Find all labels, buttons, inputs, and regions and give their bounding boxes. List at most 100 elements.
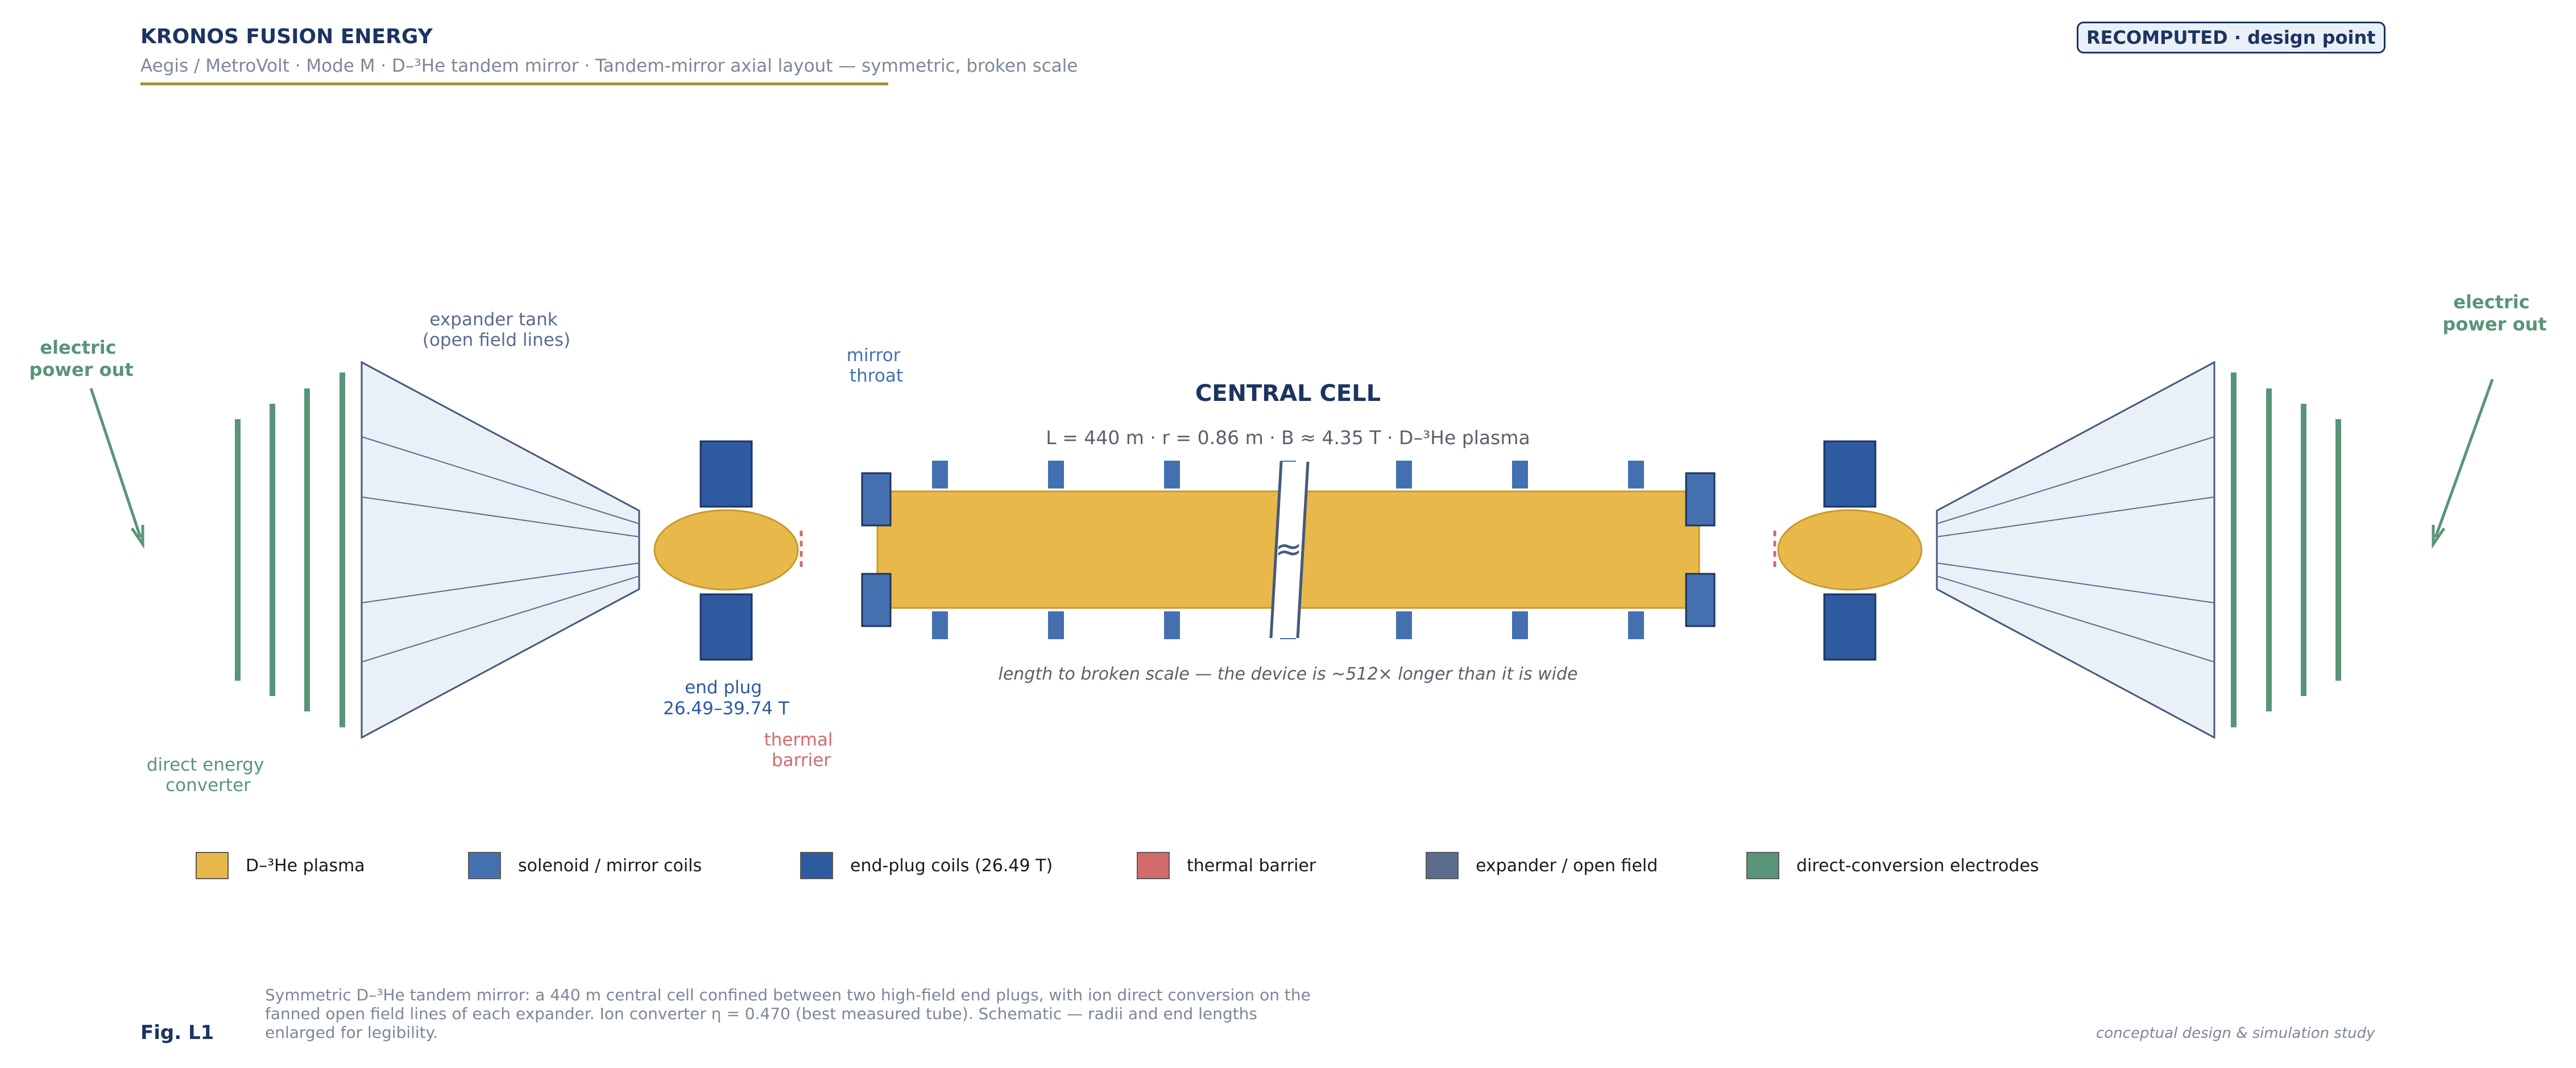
end-plug-plasma bbox=[653, 509, 799, 591]
legend-expander: expander / open field bbox=[1426, 851, 1658, 880]
electrode-plate bbox=[2335, 419, 2341, 681]
end-plug-coil-bottom bbox=[1823, 593, 1877, 661]
electrode-plate bbox=[235, 419, 241, 681]
thermal-barrier-line1: thermal bbox=[764, 730, 833, 750]
solenoid-coil bbox=[1048, 611, 1064, 639]
field-line bbox=[361, 436, 640, 524]
field-line bbox=[1936, 562, 2215, 603]
legend-label: solenoid / mirror coils bbox=[518, 855, 702, 876]
central-cell: ≈ bbox=[861, 461, 1716, 639]
mirror-coil bbox=[1685, 573, 1716, 627]
central-cell-title: CENTRAL CELL bbox=[1195, 380, 1381, 407]
expander-body bbox=[1936, 361, 2215, 739]
end-plug-label: end plug 26.49–39.74 T bbox=[663, 677, 790, 719]
subtitle: Aegis / MetroVolt · Mode M · D–³He tande… bbox=[140, 56, 1078, 76]
thermal-barrier-label: thermal barrier bbox=[764, 730, 839, 771]
legend-thermal: thermal barrier bbox=[1137, 851, 1316, 880]
thermal-barrier-line2: barrier bbox=[772, 750, 831, 771]
electrode-plate bbox=[2301, 404, 2306, 696]
end-plug-coil-top bbox=[1823, 440, 1877, 508]
solenoid-coil bbox=[1628, 461, 1644, 489]
mirror-throat-line2: throat bbox=[850, 366, 903, 386]
left-electrodes bbox=[235, 372, 345, 727]
legend-label: end-plug coils (26.49 T) bbox=[850, 855, 1053, 876]
end-plug-coil-top bbox=[699, 440, 753, 508]
solenoid-coil bbox=[1396, 611, 1412, 639]
legend-label: direct-conversion electrodes bbox=[1796, 855, 2039, 876]
legend-swatch bbox=[1746, 852, 1779, 879]
electric-out-left-line1: electric bbox=[40, 337, 116, 358]
expander-body bbox=[361, 361, 640, 739]
electrode-plate bbox=[2231, 372, 2237, 727]
solenoid-coil bbox=[932, 461, 948, 489]
legend-solenoid: solenoid / mirror coils bbox=[468, 851, 702, 880]
electrode-plate bbox=[270, 404, 275, 696]
status-badge: RECOMPUTED · design point bbox=[2077, 22, 2386, 53]
legend-swatch bbox=[1426, 852, 1459, 879]
break-mark: ≈ bbox=[1275, 529, 1303, 568]
electric-out-left-label: electric power out bbox=[29, 337, 133, 380]
arrow-head-icon bbox=[130, 525, 144, 549]
figure-caption: Symmetric D–³He tandem mirror: a 440 m c… bbox=[265, 986, 1311, 1042]
left-end-plug bbox=[653, 440, 803, 661]
mirror-coil bbox=[861, 573, 892, 627]
mirror-throat-line1: mirror bbox=[847, 345, 901, 366]
solenoid-coil bbox=[1512, 611, 1528, 639]
legend-swatch bbox=[800, 852, 833, 879]
solenoid-coil bbox=[1164, 611, 1180, 639]
legend-plasma: D–³He plasma bbox=[196, 851, 365, 880]
field-line bbox=[361, 496, 640, 537]
arrow-shaft bbox=[89, 388, 142, 538]
left-expander-tank bbox=[361, 361, 640, 739]
electrode-plate bbox=[339, 372, 345, 727]
field-line bbox=[361, 576, 640, 663]
dec-label: direct energy converter bbox=[147, 755, 270, 796]
mirror-coil bbox=[861, 472, 892, 527]
end-plug-coil-bottom bbox=[699, 593, 753, 661]
field-line bbox=[361, 562, 640, 603]
electrode-plate bbox=[2266, 388, 2272, 711]
end-plug-line2: 26.49–39.74 T bbox=[663, 698, 790, 719]
legend-endplug: end-plug coils (26.49 T) bbox=[800, 851, 1053, 880]
scale-break-line bbox=[1269, 461, 1283, 639]
legend-swatch bbox=[1137, 852, 1170, 879]
right-end-plug bbox=[1773, 440, 1923, 661]
electric-out-right-line1: electric bbox=[2453, 291, 2529, 313]
expander-tank-label: expander tank (open field lines) bbox=[423, 309, 570, 350]
legend-swatch bbox=[468, 852, 501, 879]
dec-line2: converter bbox=[165, 775, 251, 796]
solenoid-coil bbox=[932, 611, 948, 639]
legend-label: D–³He plasma bbox=[246, 855, 365, 876]
scale-note: length to broken scale — the device is ~… bbox=[998, 664, 1577, 684]
legend-swatch bbox=[196, 852, 229, 879]
solenoid-coil bbox=[1628, 611, 1644, 639]
field-line bbox=[1936, 576, 2215, 663]
expander-tank-line1: expander tank bbox=[429, 309, 557, 330]
brand-title: KRONOS FUSION ENERGY bbox=[140, 25, 433, 48]
field-line bbox=[1936, 496, 2215, 537]
electrode-plate bbox=[304, 388, 310, 711]
end-plug-line1: end plug bbox=[685, 677, 762, 698]
end-plug-plasma bbox=[1777, 509, 1923, 591]
arrow-shaft bbox=[2434, 379, 2494, 538]
header-rule bbox=[140, 82, 888, 85]
footnote: conceptual design & simulation study bbox=[2096, 1025, 2375, 1042]
electric-out-left-line2: power out bbox=[29, 359, 133, 380]
legend-label: expander / open field bbox=[1476, 855, 1658, 876]
right-electrodes bbox=[2231, 372, 2341, 727]
scale-break-gap bbox=[1271, 462, 1308, 638]
solenoid-coil bbox=[1048, 461, 1064, 489]
field-line bbox=[1936, 436, 2215, 524]
central-cell-params: L = 440 m · r = 0.86 m · B ≈ 4.35 T · D–… bbox=[1046, 427, 1530, 449]
solenoid-coil bbox=[1512, 461, 1528, 489]
mirror-coil bbox=[1685, 472, 1716, 527]
arrow-head-icon bbox=[2432, 525, 2446, 549]
figure-label: Fig. L1 bbox=[140, 1021, 214, 1044]
solenoid-coil bbox=[1164, 461, 1180, 489]
electric-out-right-label: electric power out bbox=[2442, 291, 2546, 335]
electric-out-right-line2: power out bbox=[2442, 313, 2546, 335]
expander-tank-line2: (open field lines) bbox=[423, 330, 570, 350]
legend-electrodes: direct-conversion electrodes bbox=[1746, 851, 2039, 880]
mirror-throat-label: mirror throat bbox=[847, 345, 906, 386]
